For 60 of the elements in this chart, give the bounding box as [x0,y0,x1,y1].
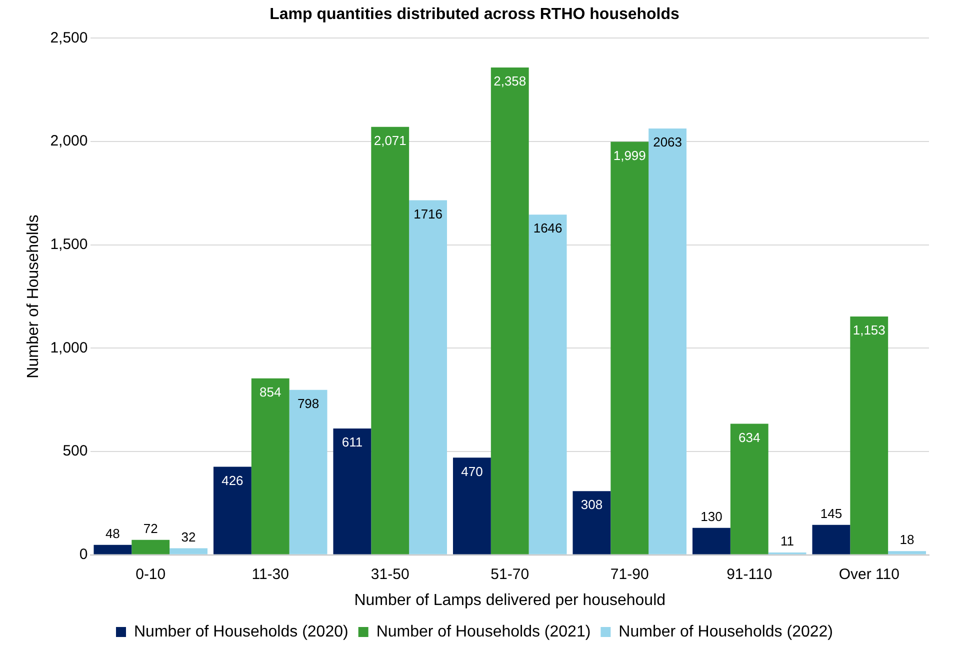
bar [610,142,649,554]
bar [572,491,611,554]
data-label: 2063 [653,134,682,150]
x-tick-label: 11-30 [252,566,289,583]
legend-label: Number of Households (2022) [618,623,834,640]
x-axis-title: Number of Lamps delivered per househould [354,592,666,609]
y-axis-title: Number of Households [25,214,42,378]
x-tick-label: 71-90 [610,566,649,583]
y-tick-label: 0 [79,546,88,563]
bar [213,466,252,554]
data-label: 11 [780,534,794,549]
data-label: 798 [297,396,320,411]
bar [132,540,170,554]
data-label: 18 [900,532,914,548]
y-tick-label: 1,500 [50,236,88,253]
data-label: 145 [820,506,842,521]
bar [251,378,290,554]
bar [730,424,768,554]
x-tick-label: Over 110 [838,566,900,583]
bar [371,126,410,554]
data-label: 130 [700,509,722,524]
data-label: 1,999 [613,148,646,163]
legend-label: Number of Households (2021) [376,623,591,640]
bar [94,544,132,554]
data-label: 470 [461,464,483,479]
y-tick-label: 2,500 [50,29,88,46]
data-label: 426 [222,472,244,488]
bar [850,316,888,554]
bar [888,551,926,554]
bar [648,128,687,554]
x-tick-label: 51-70 [490,566,530,583]
bar [490,68,529,554]
data-label: 611 [342,434,363,450]
bar [333,428,372,554]
data-label: 634 [738,430,760,445]
data-label: 308 [580,497,603,512]
data-label: 32 [181,529,196,544]
data-label: 1,153 [852,322,886,338]
data-label: 854 [260,384,282,400]
bar [409,200,447,554]
x-tick-label: 0-10 [136,566,166,583]
bar [170,548,208,554]
legend-label: Number of Households (2020) [134,623,348,640]
data-label: 48 [105,526,120,541]
x-tick-label: 31-50 [370,566,410,583]
data-label: 2,071 [374,132,406,148]
bar [452,458,491,554]
bar [812,524,850,554]
y-tick-label: 2,000 [50,132,88,150]
bar [289,390,328,554]
data-label: 1716 [414,206,442,222]
x-tick-label: 91-110 [726,566,772,583]
bar [692,528,730,554]
chart-title: Lamp quantities distributed across RTHO households [270,6,680,24]
bar [528,214,567,554]
data-label: 72 [143,521,158,536]
data-label: 2,358 [494,74,526,89]
y-tick-label: 1,000 [50,339,88,356]
data-label: 1646 [533,220,562,236]
y-tick-label: 500 [62,442,88,460]
